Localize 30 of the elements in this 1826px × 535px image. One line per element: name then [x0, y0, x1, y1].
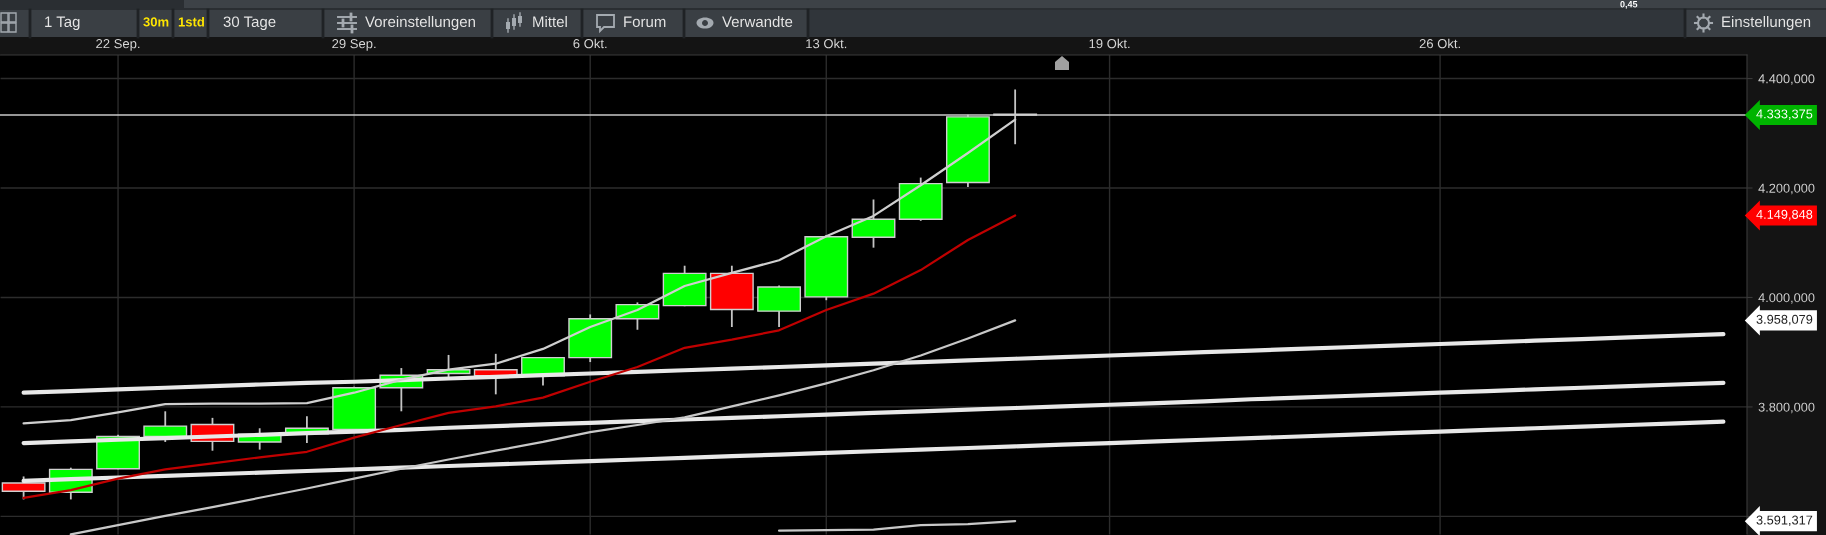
text: 1std	[178, 16, 204, 27]
x-tick-label: 6 Okt.	[573, 38, 607, 49]
text: Voreinstellungen	[365, 16, 475, 30]
text: 1 Tag	[45, 16, 80, 30]
x-tick-label: 26 Okt.	[1419, 38, 1460, 49]
y-tick-label: 4.000,000	[1758, 293, 1815, 304]
text: 4.149,848	[1756, 209, 1813, 221]
x-tick-label: 13 Okt.	[806, 38, 847, 49]
line-series	[22, 214, 1017, 499]
text: 30m	[143, 17, 169, 27]
line-series	[69, 319, 1017, 535]
y-tick-label: 3.800,000	[1758, 402, 1815, 414]
y-tick-label: 4.200,000	[1758, 183, 1815, 195]
x-tick-label: 29 Sep.	[332, 39, 376, 51]
text: Forum	[624, 16, 666, 28]
text: Einstellungen	[1722, 16, 1811, 30]
line-series	[777, 520, 1017, 532]
line-series	[21, 419, 1726, 483]
text: 0,45	[1620, 1, 1638, 9]
text: 3.958,079	[1756, 314, 1813, 326]
text: Verwandte	[722, 16, 793, 28]
line-series	[21, 380, 1726, 446]
x-tick-label: 19 Okt.	[1089, 38, 1130, 49]
x-tick-label: 22 Sep.	[96, 39, 140, 51]
ref-line-label: 4.333,375	[1756, 109, 1813, 120]
text: 30 Tage	[223, 16, 276, 30]
text: Mittel	[533, 16, 567, 28]
text: 3.591,317	[1756, 515, 1813, 527]
line-series	[21, 332, 1726, 395]
y-tick-label: 4.400,000	[1758, 74, 1815, 85]
